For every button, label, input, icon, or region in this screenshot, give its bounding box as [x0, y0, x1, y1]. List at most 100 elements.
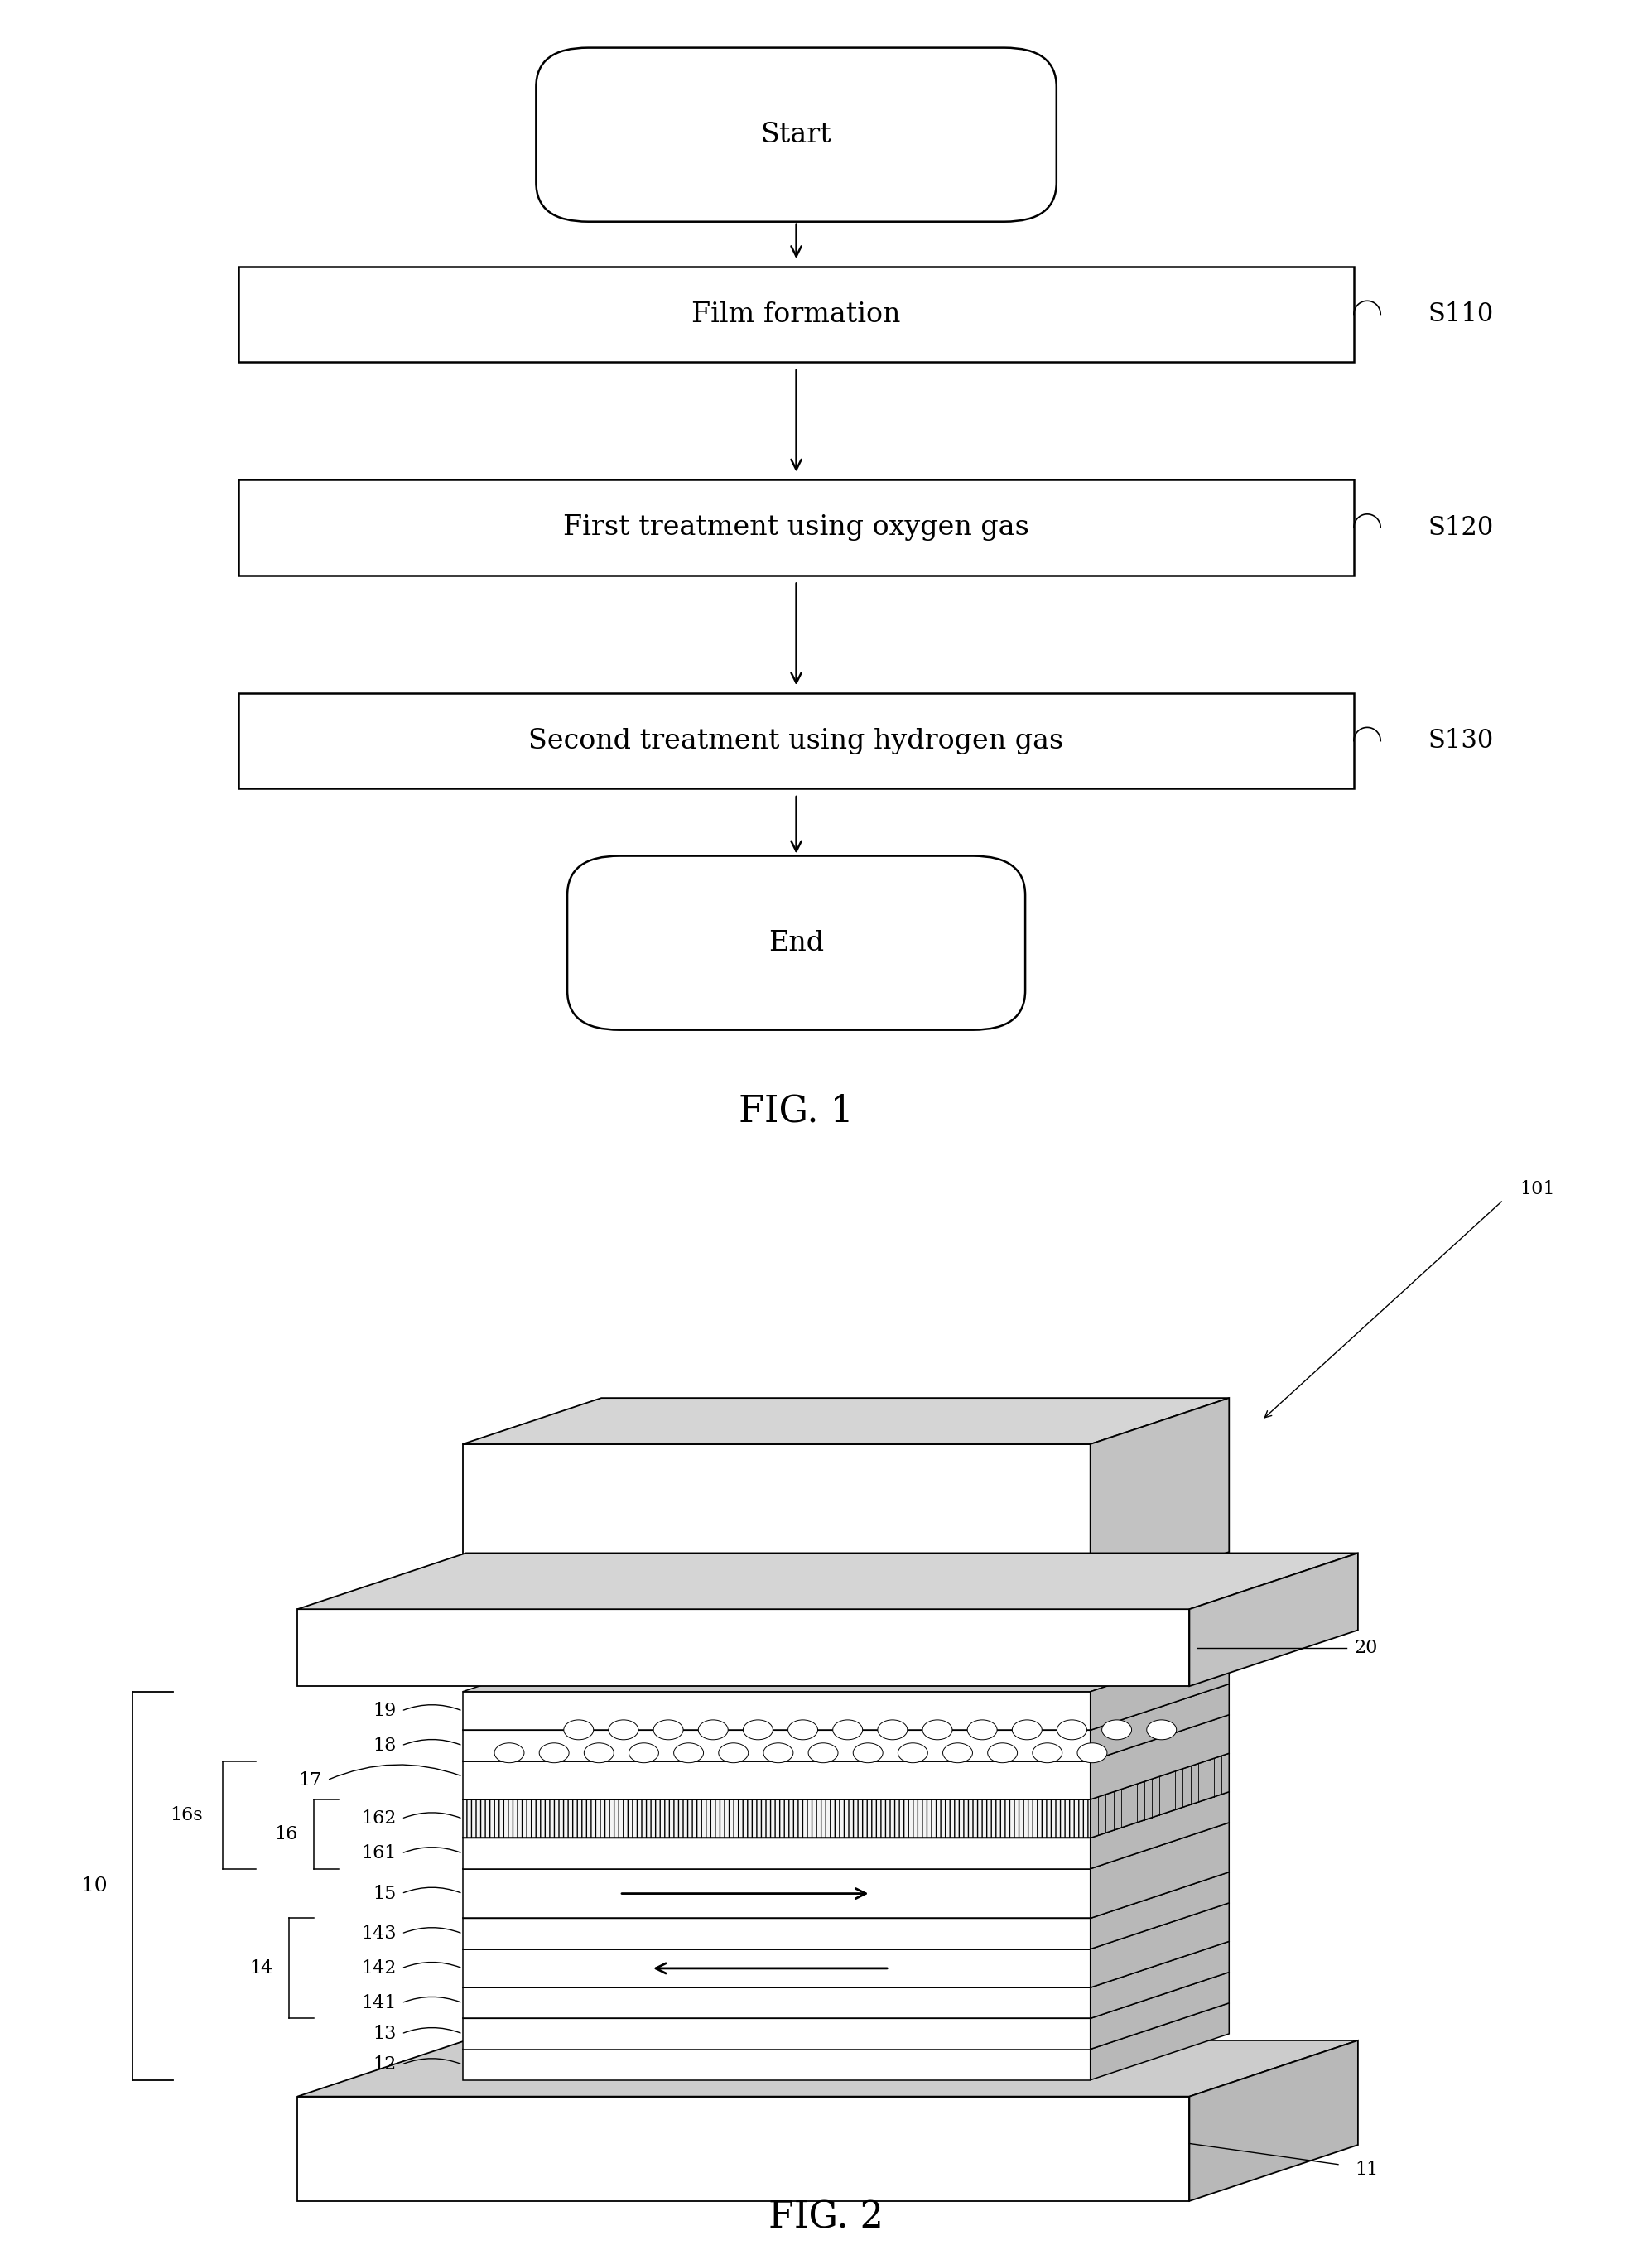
Polygon shape	[463, 2018, 1090, 2050]
Circle shape	[719, 1742, 748, 1762]
Text: 141: 141	[362, 1994, 396, 2012]
Circle shape	[585, 1742, 615, 1762]
Circle shape	[1032, 1742, 1062, 1762]
Polygon shape	[463, 1917, 1090, 1949]
Polygon shape	[297, 2097, 1189, 2200]
Text: FIG. 2: FIG. 2	[768, 2200, 884, 2236]
Polygon shape	[463, 1693, 1090, 1731]
Polygon shape	[463, 1646, 1229, 1693]
Bar	[240, 694, 1355, 788]
Circle shape	[899, 1742, 928, 1762]
Polygon shape	[1090, 2003, 1229, 2079]
Text: End: End	[768, 929, 824, 956]
Polygon shape	[1090, 1753, 1229, 1839]
Polygon shape	[1090, 1823, 1229, 1917]
Text: 16s: 16s	[170, 1805, 203, 1823]
Text: 101: 101	[1520, 1181, 1555, 1199]
Polygon shape	[463, 1399, 1229, 1444]
Polygon shape	[463, 1971, 1229, 2018]
Circle shape	[1102, 1720, 1132, 1740]
Circle shape	[1013, 1720, 1042, 1740]
Circle shape	[1057, 1720, 1087, 1740]
Polygon shape	[463, 1987, 1090, 2018]
Circle shape	[494, 1742, 524, 1762]
Polygon shape	[463, 1760, 1090, 1800]
Polygon shape	[463, 1715, 1229, 1760]
Circle shape	[988, 1742, 1018, 1762]
Circle shape	[968, 1720, 998, 1740]
Polygon shape	[463, 1942, 1229, 1987]
Text: 142: 142	[362, 1960, 396, 1978]
Polygon shape	[1189, 1554, 1358, 1686]
Circle shape	[1077, 1742, 1107, 1762]
Circle shape	[788, 1720, 818, 1740]
Text: 15: 15	[373, 1884, 396, 1904]
Circle shape	[943, 1742, 973, 1762]
Circle shape	[563, 1720, 593, 1740]
Bar	[240, 480, 1355, 575]
Polygon shape	[1090, 1399, 1229, 1598]
Circle shape	[877, 1720, 907, 1740]
Polygon shape	[463, 1792, 1229, 1839]
Text: 143: 143	[362, 1924, 396, 1942]
Circle shape	[608, 1720, 638, 1740]
Polygon shape	[297, 1610, 1189, 1686]
Polygon shape	[297, 1554, 1358, 1610]
Polygon shape	[1090, 1646, 1229, 1731]
Polygon shape	[1090, 1942, 1229, 2018]
Circle shape	[629, 1742, 659, 1762]
Polygon shape	[463, 1904, 1229, 1949]
Polygon shape	[463, 1731, 1090, 1760]
Circle shape	[763, 1742, 793, 1762]
Circle shape	[852, 1742, 882, 1762]
Text: 10: 10	[81, 1877, 107, 1895]
Polygon shape	[463, 2050, 1090, 2079]
Polygon shape	[463, 1800, 1090, 1839]
Circle shape	[654, 1720, 684, 1740]
Polygon shape	[1090, 1684, 1229, 1760]
Polygon shape	[463, 1872, 1229, 1917]
Text: 17: 17	[299, 1771, 322, 1789]
Polygon shape	[463, 2003, 1229, 2050]
Text: 161: 161	[362, 1845, 396, 1863]
Text: S130: S130	[1429, 727, 1493, 754]
Text: First treatment using oxygen gas: First treatment using oxygen gas	[563, 514, 1029, 541]
FancyBboxPatch shape	[567, 855, 1026, 1030]
Polygon shape	[1090, 1904, 1229, 1987]
Text: 16: 16	[274, 1825, 297, 1843]
Polygon shape	[463, 1684, 1229, 1731]
Text: 12: 12	[373, 2056, 396, 2074]
Text: S120: S120	[1429, 514, 1493, 541]
Circle shape	[808, 1742, 838, 1762]
Text: 14: 14	[249, 1960, 273, 1978]
Circle shape	[539, 1742, 568, 1762]
Polygon shape	[297, 2041, 1358, 2097]
Text: 19: 19	[373, 1702, 396, 1720]
Polygon shape	[1189, 2041, 1358, 2200]
Circle shape	[922, 1720, 952, 1740]
FancyBboxPatch shape	[535, 47, 1057, 222]
Circle shape	[833, 1720, 862, 1740]
Polygon shape	[1090, 1715, 1229, 1800]
Polygon shape	[463, 1444, 1090, 1598]
Text: 162: 162	[362, 1809, 396, 1827]
Polygon shape	[463, 1839, 1090, 1868]
Text: Film formation: Film formation	[692, 301, 900, 328]
Text: FIG. 1: FIG. 1	[738, 1093, 854, 1129]
Circle shape	[699, 1720, 729, 1740]
Text: 18: 18	[373, 1735, 396, 1756]
Text: S110: S110	[1429, 301, 1493, 328]
Text: Second treatment using hydrogen gas: Second treatment using hydrogen gas	[529, 727, 1064, 754]
Polygon shape	[1090, 1971, 1229, 2050]
Text: 13: 13	[373, 2025, 396, 2043]
Bar	[240, 267, 1355, 361]
Polygon shape	[1090, 1792, 1229, 1868]
Circle shape	[674, 1742, 704, 1762]
Circle shape	[743, 1720, 773, 1740]
Text: 20: 20	[1355, 1639, 1378, 1657]
Text: Start: Start	[762, 121, 831, 148]
Circle shape	[1146, 1720, 1176, 1740]
Text: 11: 11	[1355, 2160, 1378, 2178]
Polygon shape	[463, 1949, 1090, 1987]
Polygon shape	[463, 1753, 1229, 1800]
